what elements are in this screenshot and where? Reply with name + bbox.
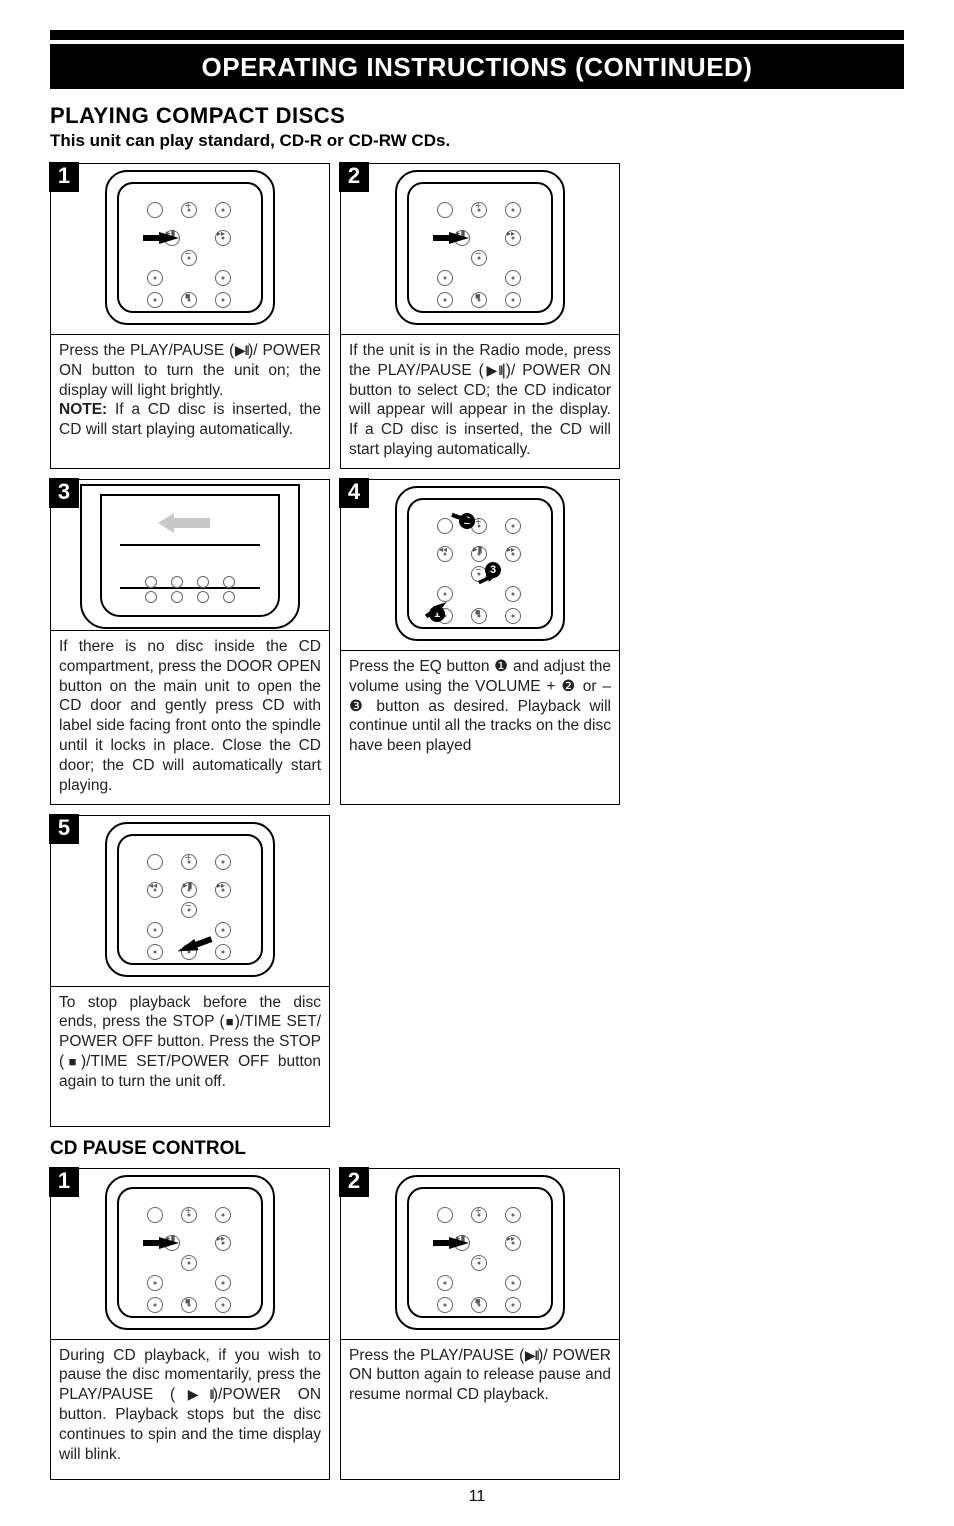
illustration-front-view: [51, 480, 329, 630]
step-text: If there is no disc inside the CD compar…: [51, 630, 329, 804]
step-number: 5: [49, 814, 79, 844]
arrow-icon: [159, 232, 179, 244]
step-5: 5: [50, 815, 330, 1127]
step-number: 1: [49, 162, 79, 192]
illustration-top-view: 2 3 1: [341, 480, 619, 650]
step-text: If the unit is in the Radio mode, press …: [341, 334, 619, 468]
illustration-top-view: [51, 816, 329, 986]
header-top-stripe: [50, 30, 904, 40]
step-number: 2: [339, 162, 369, 192]
step-text: Press the EQ button ❶ and adjust the vol…: [341, 650, 619, 804]
page-number: 11: [50, 1488, 904, 1506]
step-number: 1: [49, 1167, 79, 1197]
step-number: 4: [339, 478, 369, 508]
section-subtitle: This unit can play standard, CD-R or CD-…: [50, 131, 904, 151]
arrow-icon: [449, 1237, 469, 1249]
step-text: During CD playback, if you wish to pause…: [51, 1339, 329, 1479]
step-text: To stop playback before the disc ends, p…: [51, 986, 329, 1126]
pause-step-1: 1: [50, 1168, 330, 1480]
section-title-pause: CD PAUSE CONTROL: [50, 1137, 904, 1160]
pause-step-2: 2: [340, 1168, 620, 1480]
illustration-top-view: [51, 164, 329, 334]
step-text: Press the PLAY/PAUSE (▶II)/ POWER ON but…: [341, 1339, 619, 1479]
door-arrow-icon: [170, 518, 210, 528]
step-4: 4 2: [340, 479, 620, 805]
steps-row-pause: 1: [50, 1168, 904, 1480]
illustration-top-view: [51, 1169, 329, 1339]
step-3: 3 If there is no disc inside: [50, 479, 330, 805]
arrow-icon: [449, 232, 469, 244]
step-1: 1: [50, 163, 330, 469]
illustration-top-view: [341, 1169, 619, 1339]
page-header: OPERATING INSTRUCTIONS (CONTINUED): [50, 44, 904, 89]
illustration-top-view: [341, 164, 619, 334]
arrow-icon: [159, 1237, 179, 1249]
step-number: 3: [49, 478, 79, 508]
steps-row-1: 1: [50, 163, 904, 1127]
step-2: 2: [340, 163, 620, 469]
step-number: 2: [339, 1167, 369, 1197]
section-title-playing: PLAYING COMPACT DISCS: [50, 103, 904, 129]
step-text: Press the PLAY/PAUSE (▶II)/ POWER ON but…: [51, 334, 329, 468]
